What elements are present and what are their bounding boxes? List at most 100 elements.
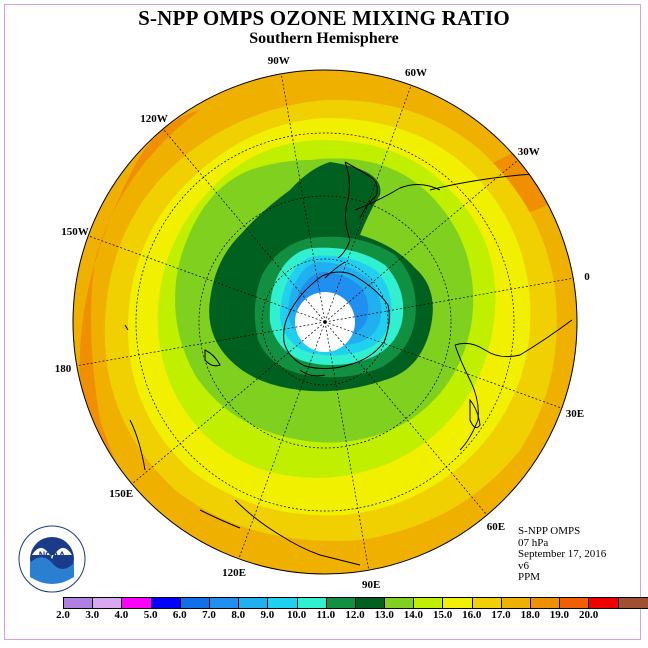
south-pole-marker [323, 320, 327, 324]
colorbar-swatch [443, 598, 473, 608]
longitude-label: 120W [140, 113, 168, 125]
coast-antarctica [283, 271, 390, 370]
coast-antarctic-peninsula [324, 261, 346, 279]
coast-africa-south [454, 319, 573, 358]
info-version: v6 [518, 559, 529, 572]
info-date: September 17, 2016 [518, 548, 607, 560]
colorbar-swatch [414, 598, 444, 608]
coast-madagascar-channel [454, 344, 479, 451]
coast-new-zealand [199, 509, 241, 529]
plot-frame [4, 4, 641, 640]
colorbar-label: 14.0 [403, 609, 424, 621]
colorbar [63, 597, 648, 609]
longitude-labels: 90W 60W 30W 0 30E 60E 90E 120E 150E 180 150W 120W [55, 55, 590, 591]
longitude-label: 180 [55, 363, 72, 375]
noaa-logo: NOAA [18, 525, 86, 593]
colorbar-swatch [268, 598, 298, 608]
longitude-label: 60E [487, 521, 505, 533]
colorbar-swatch [531, 598, 561, 608]
colorbar-swatch [385, 598, 415, 608]
longitude-label: 0 [584, 271, 590, 283]
coast-island-1 [204, 349, 221, 367]
colorbar-swatch [589, 598, 619, 608]
graticule [135, 132, 515, 512]
coastlines [124, 161, 576, 566]
latitude-circle-70s [198, 195, 452, 449]
latitude-circle-60s [135, 132, 515, 512]
coast-island-2 [124, 324, 129, 331]
info-level: 07 hPa [518, 536, 549, 549]
colorbar-label: 17.0 [491, 609, 511, 621]
colorbar-swatch [122, 598, 152, 608]
colorbar-label: 18.0 [520, 609, 540, 621]
colorbar-label: 2.0 [56, 609, 70, 621]
coast-pacific-islands [129, 419, 146, 471]
colorbar-label: 13.0 [374, 609, 394, 621]
coast-atlantic [354, 184, 441, 211]
colorbar-swatch [64, 598, 94, 608]
colorbar-swatch [180, 598, 210, 608]
colorbar-swatch [151, 598, 181, 608]
map-subtitle: Southern Hemisphere [249, 30, 399, 47]
colorbar-swatch [93, 598, 123, 608]
meridian-line [131, 321, 326, 485]
longitude-label: 150W [61, 226, 89, 238]
meridians [76, 73, 574, 571]
meridian-line [88, 235, 326, 323]
colorbar-label: 15.0 [432, 609, 453, 621]
colorbar-swatch [560, 598, 590, 608]
coast-madagascar [469, 398, 481, 429]
info-units: PPM [518, 571, 541, 583]
colorbar-swatch [355, 598, 386, 608]
meridian-line [324, 321, 370, 571]
colorbar-label: 20.0 [578, 609, 599, 621]
colorbar-label: 19.0 [549, 609, 570, 621]
coast-ross-ice-shelf [299, 369, 326, 377]
colorbar-labels: 2.0 3.0 4.0 5.0 6.0 7.0 8.0 9.0 10.0 11.0 12.0 13.0… [56, 609, 599, 623]
colorbar-swatch [326, 598, 356, 608]
colorbar-swatch [501, 598, 531, 608]
longitude-label: 60W [405, 67, 427, 79]
coast-australia [234, 499, 361, 566]
longitude-label: 90W [268, 55, 290, 67]
colorbar-label: 16.0 [462, 609, 482, 621]
meridian-line [162, 128, 326, 323]
colorbar-label: 4.0 [114, 609, 129, 621]
colorbar-label: 3.0 [85, 609, 100, 621]
colorbar-label: 5.0 [143, 609, 158, 621]
longitude-label: 30W [518, 146, 540, 158]
colorbar-swatch [472, 598, 502, 608]
colorbar-label: 9.0 [260, 609, 275, 621]
colorbar-label: 7.0 [202, 609, 216, 621]
colorbar-swatch [239, 598, 269, 608]
colorbar-label: 10.0 [286, 609, 307, 621]
info-instrument: S-NPP OMPS [518, 525, 581, 537]
longitude-label: 90E [362, 579, 380, 591]
meridian-line [238, 321, 326, 559]
meridian-line [324, 321, 562, 409]
meridian-line [280, 73, 326, 323]
meridian-line [324, 85, 412, 323]
coast-patagonia [344, 161, 378, 219]
colorbar-swatch [618, 598, 648, 608]
colorbar-label: 8.0 [231, 609, 246, 621]
info-panel: S-NPP OMPS 07 hPa September 17, 2016 v6 … [518, 525, 607, 584]
noaa-logo-text: NOAA [39, 550, 66, 560]
latitude-circle-80s [261, 258, 389, 386]
longitude-label: 150E [109, 488, 133, 500]
longitude-label: 120E [222, 567, 246, 579]
map-boundary [72, 69, 578, 575]
colorbar-label: 6.0 [172, 609, 187, 621]
meridian-line [324, 321, 488, 516]
map-title: S-NPP OMPS OZONE MIXING RATIO [138, 6, 510, 30]
meridian-line [324, 159, 519, 323]
longitude-label: 30E [566, 408, 584, 420]
colorbar-swatch [209, 598, 240, 608]
colorbar-label: 12.0 [345, 609, 365, 621]
colorbar-swatch [297, 598, 327, 608]
coast-south-america [337, 161, 351, 259]
meridian-line [324, 277, 574, 323]
colorbar-label: 11.0 [316, 609, 336, 621]
meridian-line [76, 321, 326, 367]
